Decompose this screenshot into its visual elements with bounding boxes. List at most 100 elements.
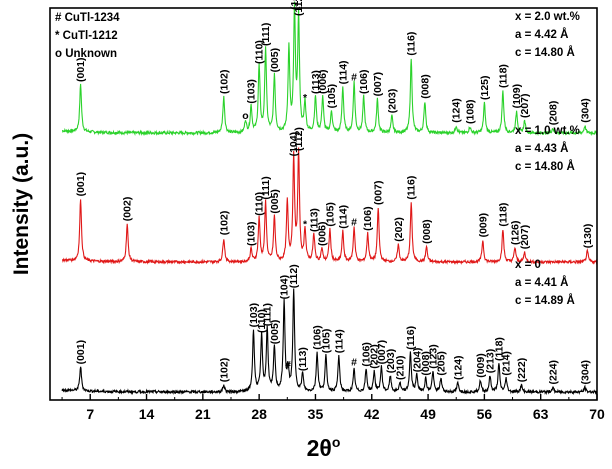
peak-label: (204)	[411, 348, 423, 373]
peak-label: (103)	[246, 79, 258, 104]
peak-label: (123)	[427, 344, 439, 369]
peak-marker: *	[303, 219, 308, 231]
peak-marker: #	[285, 359, 291, 371]
peak-label: (118)	[497, 203, 509, 227]
series-2: (001) (102) (103)(110)(111)(005) (104) # (112…	[61, 259, 598, 396]
peak-label: (205)	[435, 351, 447, 376]
peak-label: (118)	[493, 337, 505, 361]
peak-label: (105)	[324, 202, 336, 227]
legend: # CuTl-1234 * CuTl-1212 o Unknown	[55, 12, 120, 60]
series-info-label: x = 2.0 wt.%	[515, 11, 580, 23]
peak-label: (130)	[582, 224, 594, 249]
peak-label: (001)	[75, 172, 87, 197]
peak-label: (008)	[421, 219, 433, 244]
peak-label: (008)	[420, 351, 432, 376]
series-info-label: x = 0	[515, 259, 541, 271]
peak-label: (005)	[269, 189, 281, 214]
peak-label: (111)	[260, 176, 272, 199]
peak-marker: #	[351, 72, 357, 84]
peak-label: (111)	[262, 303, 274, 326]
peak-label: (207)	[519, 225, 531, 250]
peak-label: (114)	[337, 205, 349, 229]
peak-label: (304)	[579, 98, 591, 123]
peak-label: (203)	[386, 89, 398, 114]
peak-label: (103)	[246, 221, 258, 246]
x-tick-label: 70	[589, 406, 605, 422]
peak-marker: *	[303, 92, 308, 104]
peak-label: (110)	[254, 192, 266, 216]
peak-label: (203)	[385, 349, 397, 374]
series-info-label: c = 14.80 Å	[515, 46, 575, 59]
peak-label: (007)	[376, 340, 388, 365]
peak-label: (008)	[419, 74, 431, 99]
x-tick-label: 49	[420, 406, 436, 422]
peak-label: (102)	[218, 358, 230, 383]
x-tick-label: 21	[195, 406, 211, 422]
peak-label: (106)	[312, 325, 324, 350]
peak-label: (113)	[310, 70, 322, 94]
series-line-2	[61, 288, 598, 396]
peak-label: (113)	[308, 208, 320, 232]
peak-label: (006)	[316, 221, 328, 246]
series-layer: (001)(102)o(103)(110)(111)(005)(104)(112…	[61, 0, 598, 396]
peak-label: (103)	[248, 303, 260, 328]
peak-label: (116)	[405, 326, 417, 350]
peak-label: (108)	[464, 99, 476, 124]
peak-label: (213)	[485, 349, 497, 374]
peak-label: (114)	[333, 329, 345, 353]
peak-label: (116)	[406, 176, 418, 200]
peak-label: (110)	[254, 40, 266, 64]
series-0: (001)(102)o(103)(110)(111)(005)(104)(112…	[61, 0, 598, 137]
peak-label: (110)	[256, 309, 268, 333]
legend-entry: * CuTl-1212	[55, 30, 118, 42]
peak-label: (002)	[122, 197, 134, 222]
peak-label: (005)	[269, 320, 281, 345]
peak-label: (105)	[320, 329, 332, 354]
peak-label: (001)	[75, 340, 87, 365]
peak-label: (102)	[218, 211, 230, 236]
x-tick-label: 56	[477, 406, 493, 422]
legend-entry: # CuTl-1234	[55, 12, 120, 24]
peak-label: (106)	[361, 342, 373, 367]
peak-label: (202)	[393, 217, 405, 242]
x-tick-label: 42	[364, 406, 380, 422]
x-axis-title: 2θo	[307, 434, 341, 461]
peak-label: (009)	[477, 213, 489, 238]
peak-label: (224)	[547, 360, 559, 385]
series-info-label: a = 4.42 Å	[515, 28, 568, 41]
peak-label: (009)	[475, 353, 487, 378]
peak-label: (007)	[372, 72, 384, 97]
series-info-label: c = 14.80 Å	[515, 160, 575, 173]
peak-label: (207)	[519, 93, 531, 118]
series-1: (001) (002) (102) (103) (110)(111)(005) (104)…	[61, 125, 598, 266]
peak-label: (126)	[510, 220, 522, 245]
y-axis-title: Intensity (a.u.)	[10, 133, 33, 275]
x-tick-label: 14	[139, 406, 155, 422]
peak-label: (104)	[289, 0, 301, 10]
peak-label: (112)	[293, 127, 305, 151]
peak-label: (124)	[451, 98, 463, 123]
peak-label: (125)	[479, 75, 491, 100]
peak-label: (001)	[75, 57, 87, 82]
peak-marker: #	[351, 216, 357, 228]
peak-label: (102)	[218, 69, 230, 94]
peak-label: (304)	[579, 360, 591, 385]
peak-label: (006)	[317, 69, 329, 94]
x-tick-label: 28	[251, 406, 267, 422]
peak-label: (202)	[369, 344, 381, 369]
peak-label: (222)	[516, 358, 528, 383]
legend-entry: o Unknown	[55, 48, 117, 60]
peak-label: (112)	[288, 264, 300, 288]
peak-label: (104)	[288, 132, 300, 157]
peak-label: (114)	[337, 60, 349, 84]
peak-label: (005)	[269, 48, 281, 73]
peak-label: (214)	[501, 351, 513, 376]
peak-label: (111)	[260, 23, 272, 46]
series-info-label: a = 4.41 Å	[515, 276, 568, 289]
peak-label: (124)	[452, 355, 464, 380]
peak-label: (208)	[547, 101, 559, 126]
plot-frame	[49, 7, 598, 401]
x-axis-ticks: 7 14 21 28 35 42 49 56 63 70	[61, 394, 605, 422]
series-line-0	[61, 1, 598, 137]
